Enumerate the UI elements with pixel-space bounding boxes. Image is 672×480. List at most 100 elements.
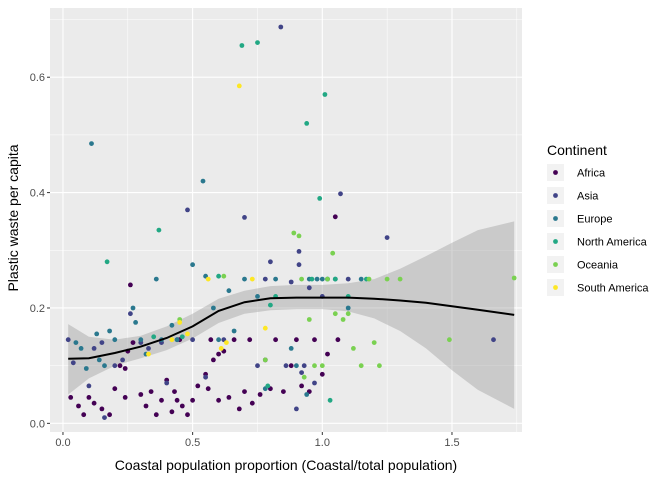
legend: Continent Africa Asia Europe North America O… [547,142,649,296]
point-africa [205,386,211,392]
point-asia [203,374,209,380]
point-africa [257,392,263,397]
point-asia [384,235,390,241]
point-africa [122,366,128,371]
point-oceania [447,337,452,343]
point-africa [185,412,190,418]
point-europe [294,363,299,369]
point-africa [117,363,123,369]
point-north-america [104,259,110,265]
point-africa [242,389,247,394]
y-tick-label: 0.4 [30,188,45,200]
point-europe [130,305,136,311]
point-africa [159,397,164,403]
point-oceania [301,374,307,380]
point-oceania [291,230,297,236]
point-oceania [319,363,325,369]
legend-key-europe [553,216,558,221]
legend-key-africa [553,170,558,175]
point-africa [288,363,294,369]
panel-background [50,8,522,432]
confidence-band [68,221,515,409]
point-asia [491,337,496,343]
point-europe [96,357,102,363]
point-asia [345,276,351,282]
point-south-america [262,325,268,331]
point-europe [102,363,107,369]
point-africa [91,400,97,406]
point-africa [130,340,136,345]
point-africa [249,400,255,406]
point-africa [81,412,87,418]
point-africa [169,409,175,415]
point-africa [143,403,149,409]
x-axis-title: Coastal population proportion (Coastal/t… [115,457,457,473]
point-europe [78,346,84,351]
point-oceania [377,363,382,369]
point-africa [174,397,180,403]
point-asia [262,276,268,282]
point-europe [216,337,222,343]
point-africa [216,397,222,403]
point-south-america [224,340,229,345]
point-africa [122,395,128,400]
point-north-america [179,334,185,340]
point-europe [231,328,237,334]
point-europe [226,288,232,294]
point-oceania [397,276,403,282]
point-africa [127,282,133,288]
point-oceania [296,233,302,239]
data-points [65,24,517,420]
point-asia [296,249,302,254]
point-oceania [340,317,346,322]
point-europe [319,276,325,282]
point-africa [68,395,74,400]
point-europe [288,346,294,351]
point-africa [195,383,201,389]
point-europe [112,337,118,343]
point-europe [133,320,139,325]
point-asia [288,279,294,285]
axis-ticks [47,76,453,435]
point-europe [83,366,89,371]
legend-key-asia [553,193,558,198]
point-oceania [351,346,356,351]
point-africa [319,371,325,377]
tick-labels: 0.0 0.5 1.0 1.5 0.0 0.2 0.4 0.6 [30,72,460,449]
point-north-america [268,302,273,308]
point-oceania [511,275,517,281]
point-africa [211,357,216,363]
point-north-america [304,121,310,126]
point-asia [306,285,312,291]
point-africa [231,337,237,343]
point-asia [278,24,284,30]
y-tick-label: 0.0 [30,418,45,430]
point-africa [312,337,317,343]
point-africa [107,412,112,418]
point-north-america [309,276,315,282]
point-europe [211,305,216,311]
point-europe [153,276,159,282]
point-north-america [239,43,245,48]
x-tick-label: 0.5 [185,437,200,449]
point-oceania [325,276,330,282]
point-europe [73,340,79,345]
point-asia [120,357,125,363]
point-asia [283,363,289,369]
point-africa [294,337,299,343]
smooth-line-group [68,296,515,360]
point-africa [281,389,286,394]
point-africa [247,337,253,343]
point-africa [148,389,154,394]
point-asia [312,380,317,386]
point-europe [242,276,247,282]
point-europe [200,178,206,184]
point-asia [299,370,304,375]
point-europe [94,331,100,337]
point-africa [99,406,105,412]
point-asia [301,363,307,369]
point-asia [146,346,151,351]
point-north-america [151,334,157,340]
point-africa [332,214,338,220]
point-europe [345,305,351,311]
